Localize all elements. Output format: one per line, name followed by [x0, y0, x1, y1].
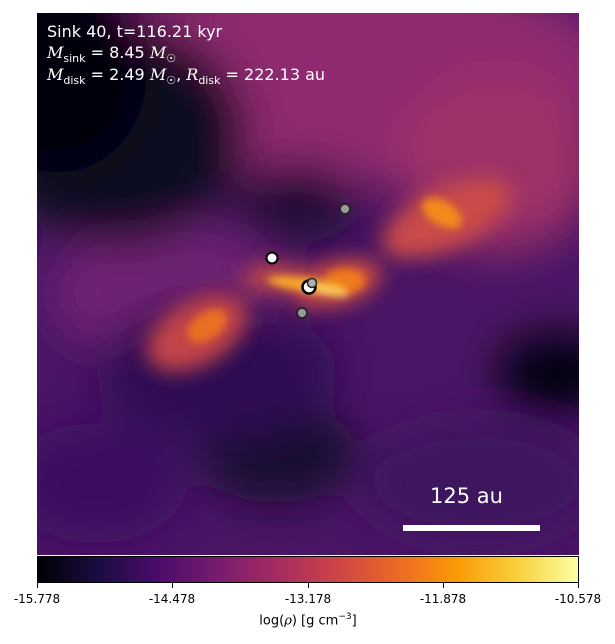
sink-marker	[306, 277, 318, 289]
scale-bar-label: 125 au	[430, 484, 503, 508]
disk-mass-value: 2.49	[109, 65, 145, 84]
colorbar-tick	[37, 583, 38, 588]
colorbar-tick-label: -11.878	[419, 592, 467, 606]
colorbar-tick-label: -15.778	[13, 592, 61, 606]
colorbar	[37, 556, 579, 583]
colorbar-label: log(ρ) [g cm−3]	[259, 612, 357, 629]
colorbar-tick	[443, 583, 444, 588]
disk-radius-value: 222.13	[244, 65, 301, 84]
density-map	[37, 13, 579, 555]
disk-props: Mdisk = 2.49 M☉, Rdisk = 222.13 au	[47, 65, 326, 88]
sink-mass-value: 8.45	[109, 43, 145, 62]
sink-title-text: Sink 40, t=116.21 kyr	[47, 22, 223, 41]
colorbar-tick	[308, 583, 309, 588]
sink-marker	[296, 307, 308, 319]
colorbar-tick-label: -10.578	[554, 592, 602, 606]
density-map-image	[37, 13, 579, 555]
colorbar-tick-label: -14.478	[148, 592, 196, 606]
sink-marker	[339, 203, 351, 215]
colorbar-tick-label: -13.178	[284, 592, 332, 606]
sink-title: Sink 40, t=116.21 kyr	[47, 22, 222, 42]
sink-marker	[265, 251, 279, 265]
colorbar-tick	[578, 583, 579, 588]
colorbar-tick	[172, 583, 173, 588]
sink-markers	[265, 203, 351, 319]
sink-mass: Msink = 8.45 M☉	[47, 43, 177, 66]
scale-bar	[403, 525, 540, 531]
